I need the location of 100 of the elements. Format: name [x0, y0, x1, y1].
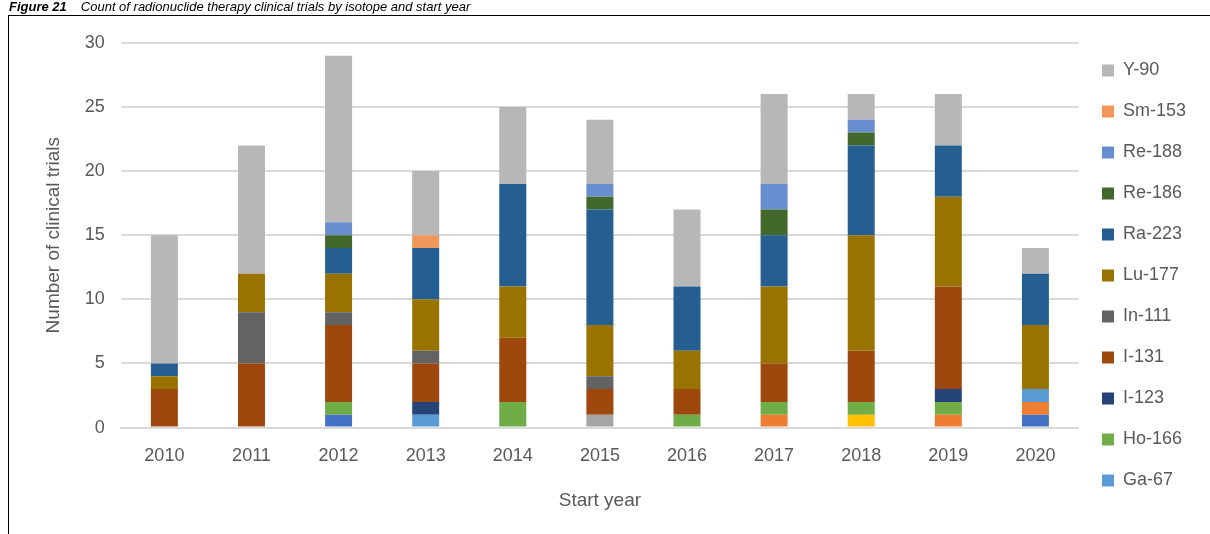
bar	[586, 324, 614, 377]
x-tick-label: 2014	[492, 445, 533, 466]
y-tick-label: 0	[94, 416, 105, 437]
bar	[586, 183, 614, 197]
bar	[934, 94, 962, 146]
bar	[847, 350, 875, 402]
bar	[237, 312, 265, 364]
bar	[586, 376, 614, 390]
x-tick-label: 2018	[841, 445, 882, 466]
legend-label: I-123	[1122, 387, 1164, 408]
bar	[847, 401, 875, 415]
bar	[1021, 389, 1049, 402]
bar	[412, 363, 440, 402]
bar	[847, 235, 875, 351]
bar	[760, 401, 788, 415]
bar	[847, 94, 875, 120]
legend-label: In-111	[1122, 305, 1172, 326]
bar	[237, 145, 265, 274]
bar	[934, 286, 962, 390]
bar	[150, 235, 178, 364]
x-tick-label: 2010	[144, 445, 185, 466]
legend-label: Re-186	[1122, 182, 1183, 203]
bar	[237, 273, 265, 313]
bar	[760, 235, 788, 287]
chart-title: Figure 21	[9, 0, 67, 14]
bar	[412, 401, 440, 415]
y-tick-label: 30	[84, 31, 105, 52]
legend-label: Ho-166	[1122, 428, 1183, 449]
bar	[673, 414, 701, 427]
bar	[1021, 414, 1049, 427]
bar	[1021, 401, 1049, 415]
y-tick-label: 15	[84, 224, 105, 245]
bar	[150, 389, 178, 427]
bar	[934, 196, 962, 287]
bar	[847, 132, 875, 146]
y-axis-title: Number of clinical trials	[41, 137, 63, 334]
legend-label: Ga-67	[1122, 469, 1173, 490]
bar	[673, 389, 701, 415]
legend-label: Ra-223	[1122, 223, 1183, 244]
x-tick-label: 2011	[232, 445, 271, 466]
bar	[412, 414, 440, 427]
y-tick-label: 20	[84, 160, 105, 181]
bar	[325, 248, 353, 274]
x-tick-label: 2012	[318, 445, 359, 466]
x-axis-title: Start year	[558, 488, 642, 510]
bar	[847, 119, 875, 133]
bar	[325, 273, 353, 313]
y-tick-label: 25	[84, 95, 105, 116]
legend-label: Y-90	[1122, 59, 1160, 80]
chart-subtitle: Count of radionuclide therapy clinical trials by isotope and start year	[80, 0, 471, 14]
bar	[412, 299, 440, 351]
bar	[586, 414, 614, 427]
bar	[847, 145, 875, 236]
bar	[1021, 248, 1049, 274]
bar	[934, 401, 962, 415]
x-tick-label: 2019	[928, 445, 969, 466]
bar	[237, 363, 265, 427]
bar	[760, 363, 788, 402]
bar	[847, 414, 875, 427]
x-tick-label: 2015	[579, 445, 620, 466]
bar	[934, 145, 962, 197]
bar	[499, 286, 527, 338]
bar	[586, 209, 614, 325]
legend-label: I-131	[1122, 346, 1164, 367]
legend-label: Lu-177	[1122, 264, 1180, 285]
bar	[412, 171, 440, 236]
bar	[499, 106, 527, 184]
bar	[150, 363, 178, 377]
bar	[760, 286, 788, 364]
legend-label: Re-188	[1122, 141, 1183, 162]
bar	[499, 401, 527, 427]
bar	[412, 235, 440, 249]
y-tick-label: 10	[84, 288, 105, 309]
bar	[934, 414, 962, 427]
bar	[760, 209, 788, 236]
bar	[412, 248, 440, 300]
bar	[1021, 273, 1049, 325]
bar	[760, 94, 788, 184]
bar	[325, 235, 353, 249]
bar	[586, 196, 614, 210]
x-tick-label: 2013	[405, 445, 446, 466]
bar	[673, 209, 701, 287]
bar	[325, 414, 353, 427]
bar	[325, 401, 353, 415]
bar	[325, 312, 353, 325]
bar	[412, 350, 440, 364]
bar	[586, 119, 614, 184]
legend-label: Sm-153	[1122, 100, 1186, 121]
bar	[760, 183, 788, 210]
bar	[934, 389, 962, 402]
x-tick-label: 2020	[1015, 445, 1056, 466]
bar	[325, 324, 353, 402]
bar	[499, 337, 527, 402]
x-tick-label: 2017	[754, 445, 795, 466]
bar	[673, 286, 701, 351]
bar	[325, 55, 353, 223]
bar	[499, 183, 527, 287]
y-tick-label: 5	[94, 352, 105, 373]
bar	[325, 222, 353, 236]
x-tick-label: 2016	[666, 445, 708, 466]
